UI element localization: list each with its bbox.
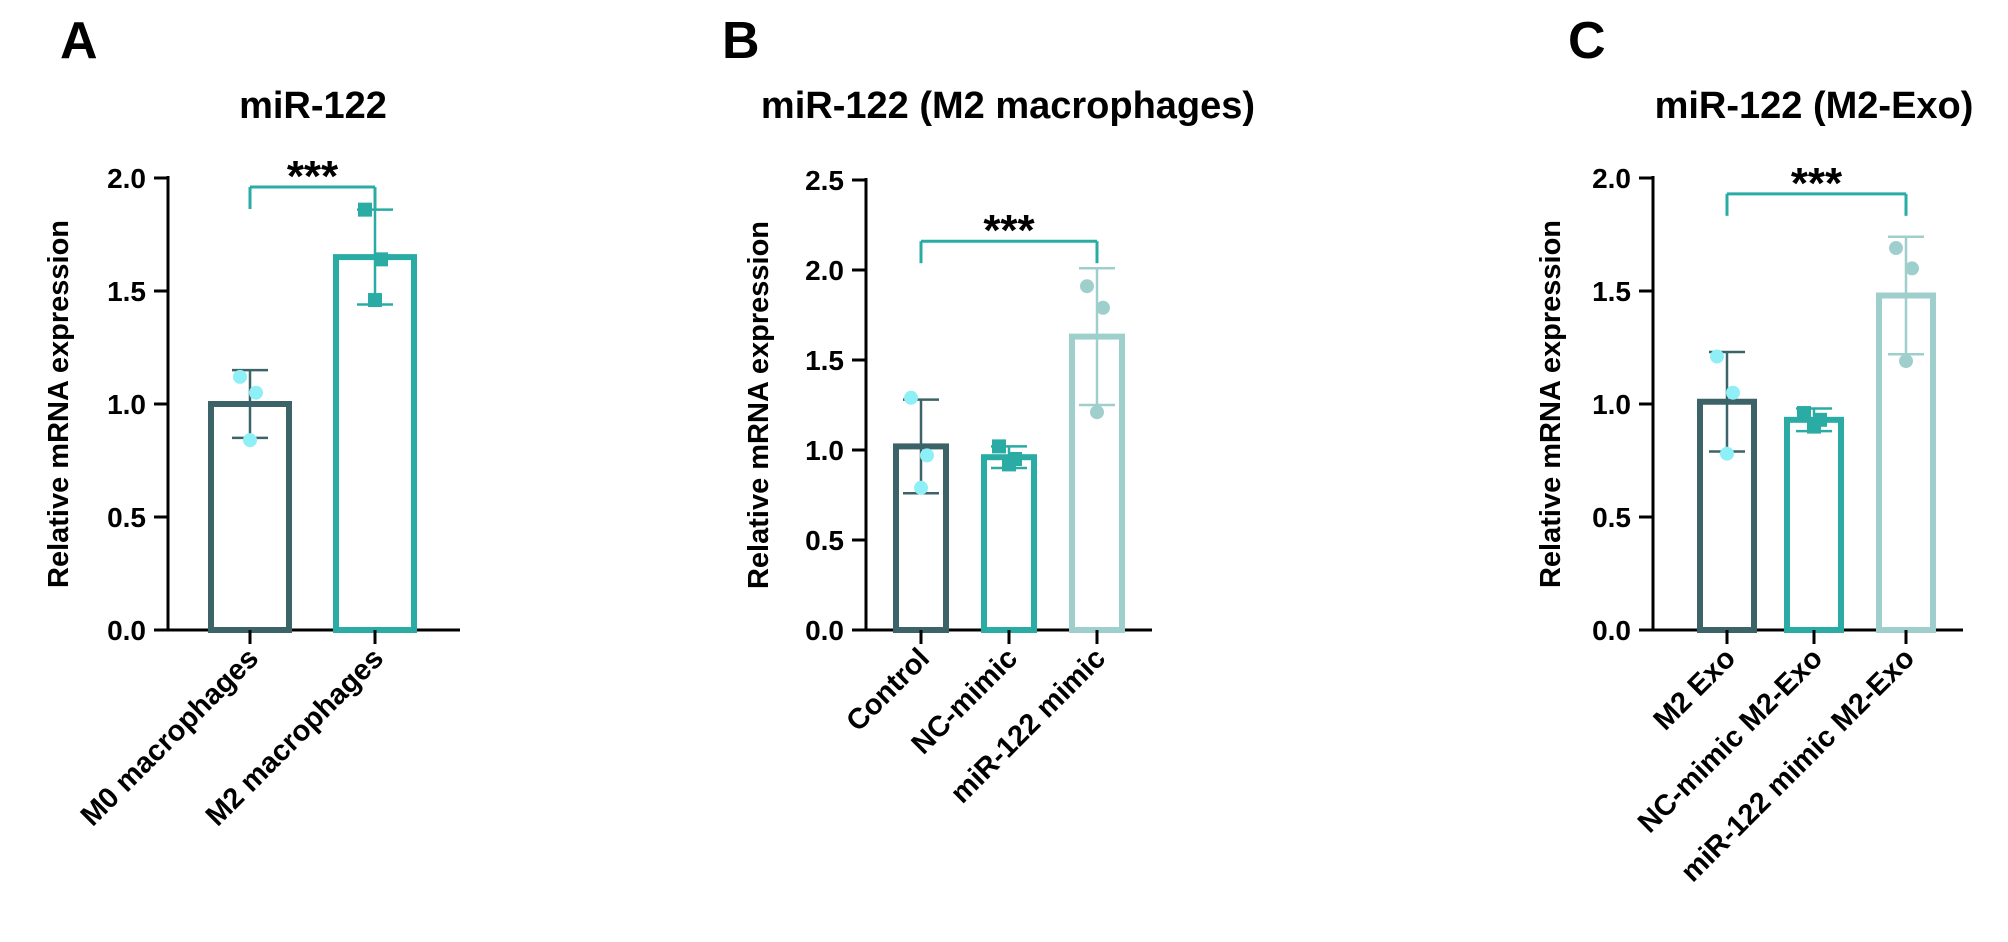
y-tick-label: 1.0 — [1592, 389, 1631, 420]
panel-letter: B — [722, 12, 760, 70]
y-axis-label: Relative mRNA expression — [743, 221, 775, 589]
y-tick-label: 1.5 — [1592, 276, 1631, 307]
data-point — [1797, 406, 1811, 421]
x-tick-label: miR-122 mimic — [945, 642, 1112, 809]
significance-label: *** — [287, 152, 339, 201]
panel-letter: C — [1568, 12, 1606, 70]
data-point — [1726, 385, 1740, 400]
bar — [1784, 416, 1844, 633]
y-tick-label: 2.5 — [805, 165, 844, 196]
y-axis-label: Relative mRNA expression — [1535, 220, 1567, 588]
data-point — [249, 385, 263, 400]
chart-title: miR-122 (M2 macrophages) — [761, 85, 1255, 127]
bar — [981, 454, 1037, 634]
data-point — [1002, 457, 1016, 472]
data-point — [1096, 300, 1110, 315]
data-point — [904, 390, 918, 405]
y-tick-label: 0.5 — [107, 502, 146, 533]
y-tick-label: 0.0 — [1592, 615, 1631, 646]
y-tick-label: 0.0 — [805, 615, 844, 646]
y-tick-label: 0.5 — [805, 525, 844, 556]
y-tick-label: 0.0 — [107, 615, 146, 646]
chart-title: miR-122 (M2-Exo) — [1655, 85, 1974, 127]
data-point — [1899, 354, 1913, 369]
data-point — [914, 480, 928, 495]
data-point — [233, 369, 247, 384]
y-tick-label: 1.5 — [107, 276, 146, 307]
data-point — [1720, 446, 1734, 461]
chart-title: miR-122 — [239, 85, 387, 127]
y-tick-label: 1.0 — [107, 389, 146, 420]
y-tick-label: 1.5 — [805, 345, 844, 376]
y-tick-label: 0.5 — [1592, 502, 1631, 533]
data-point — [920, 448, 934, 463]
significance-label: *** — [983, 206, 1035, 255]
panel-letter: A — [60, 12, 98, 70]
y-tick-label: 2.0 — [1592, 163, 1631, 194]
data-point — [1090, 405, 1104, 420]
y-tick-label: 2.0 — [107, 163, 146, 194]
data-point — [1905, 261, 1919, 276]
significance-label: *** — [1791, 159, 1843, 208]
y-axis-label: Relative mRNA expression — [43, 220, 75, 588]
data-point — [368, 293, 382, 308]
data-point — [1807, 419, 1821, 434]
data-point — [243, 433, 257, 448]
data-point — [374, 252, 388, 267]
data-point — [1080, 279, 1094, 294]
data-point — [992, 439, 1006, 454]
data-point — [1710, 349, 1724, 364]
bar — [333, 254, 417, 633]
data-point — [1889, 241, 1903, 256]
data-point — [358, 202, 372, 217]
y-tick-label: 2.0 — [805, 255, 844, 286]
y-tick-label: 1.0 — [805, 435, 844, 466]
